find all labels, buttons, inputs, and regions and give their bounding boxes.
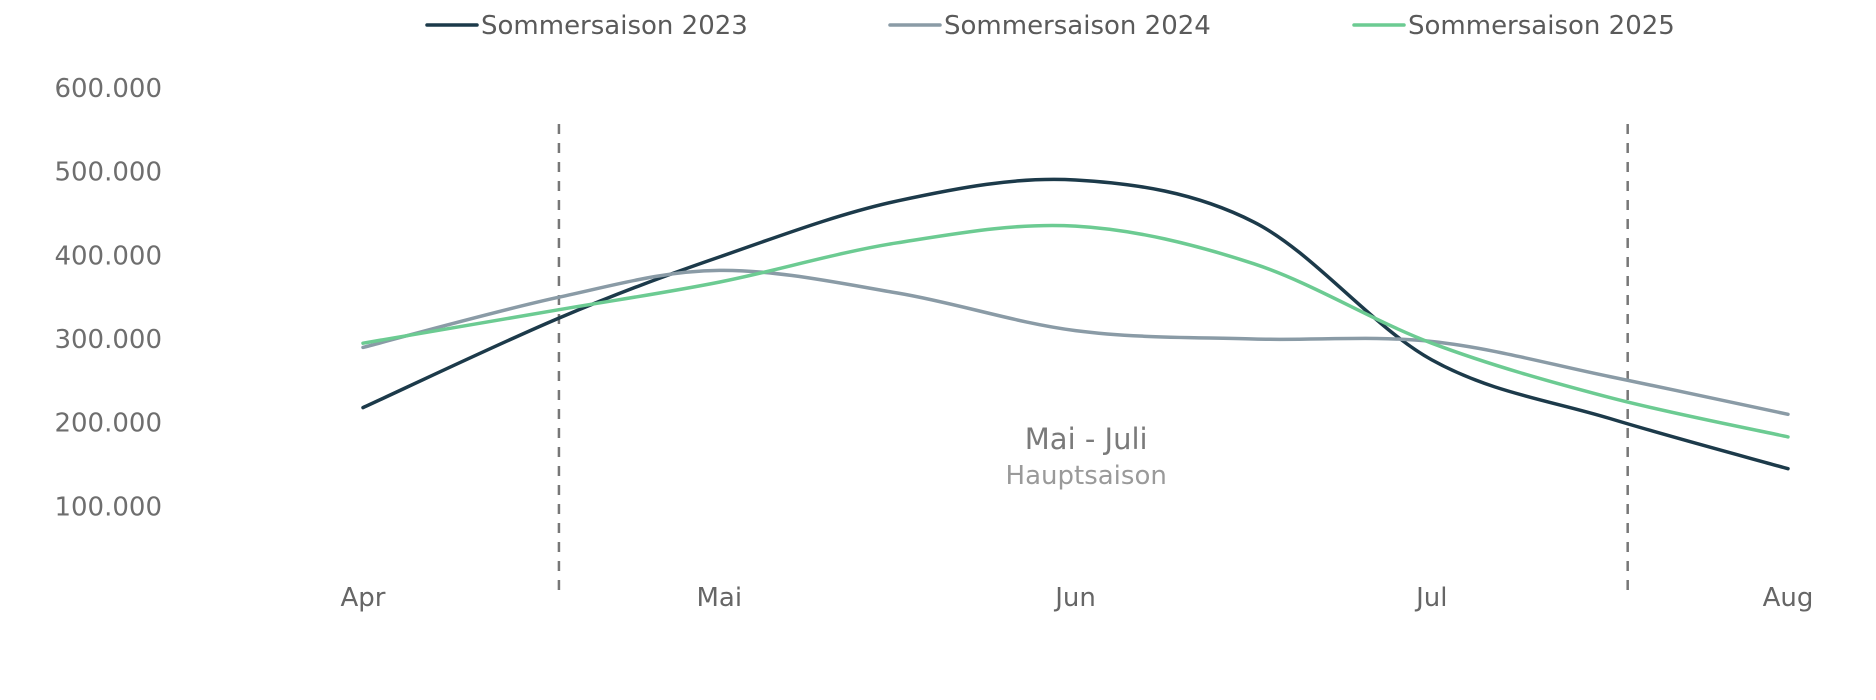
legend-label: Sommersaison 2025 — [1408, 11, 1675, 41]
y-tick-label: 600.000 — [54, 74, 162, 104]
legend-label: Sommersaison 2024 — [944, 11, 1211, 41]
series-lines — [361, 177, 1790, 471]
annotation-title: Mai - Juli — [1025, 422, 1148, 456]
y-tick-label: 400.000 — [54, 241, 162, 271]
season-annotation: Mai - Juli Hauptsaison — [1006, 422, 1167, 491]
series-line — [361, 177, 1790, 471]
chart-legend: Sommersaison 2023 Sommersaison 2024 Sommer… — [425, 11, 1675, 41]
season-boundaries — [557, 124, 1629, 590]
x-axis: Apr Mai Jun Jul Aug — [341, 583, 1814, 613]
annotation-subtitle: Hauptsaison — [1006, 461, 1167, 491]
y-axis: 100.000 200.000 300.000 400.000 500.000 600.0… — [54, 74, 162, 522]
x-tick-label: Mai — [696, 583, 742, 613]
y-tick-label: 100.000 — [54, 492, 162, 522]
x-tick-label: Aug — [1763, 583, 1814, 613]
series-line — [361, 268, 1790, 417]
x-tick-label: Jul — [1414, 583, 1447, 613]
y-tick-label: 300.000 — [54, 325, 162, 355]
x-tick-label: Jun — [1053, 583, 1096, 613]
y-tick-label: 200.000 — [54, 409, 162, 439]
x-tick-label: Apr — [341, 583, 386, 613]
legend-label: Sommersaison 2023 — [481, 11, 748, 41]
y-tick-label: 500.000 — [54, 158, 162, 188]
series-line — [361, 223, 1790, 439]
